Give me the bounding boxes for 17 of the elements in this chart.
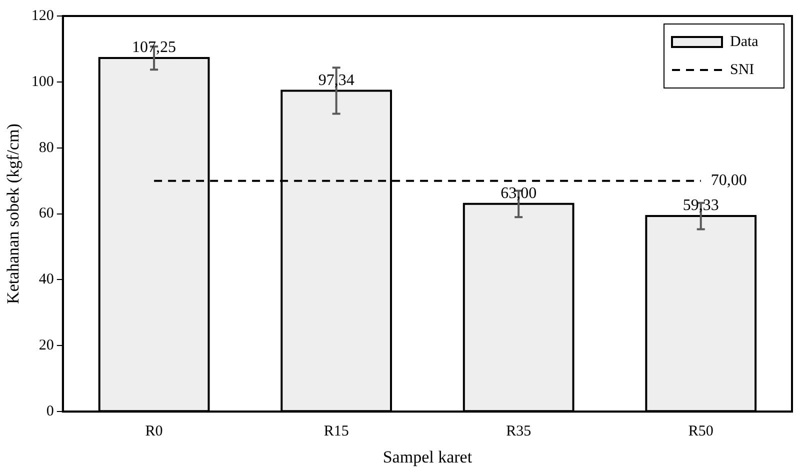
y-tick-label: 60 bbox=[38, 206, 54, 222]
y-tick-label: 80 bbox=[38, 140, 54, 156]
x-axis-title: Sampel karet bbox=[382, 447, 472, 466]
legend-label: Data bbox=[730, 34, 759, 50]
x-tick-label: R15 bbox=[324, 424, 349, 440]
y-tick-label: 0 bbox=[46, 404, 54, 420]
x-tick-label: R0 bbox=[145, 424, 163, 440]
y-tick-label: 40 bbox=[38, 272, 54, 288]
y-tick-label: 100 bbox=[31, 74, 54, 90]
y-tick-label: 120 bbox=[31, 8, 54, 24]
y-tick-label: 20 bbox=[38, 338, 54, 354]
x-tick-label: R50 bbox=[688, 424, 714, 440]
x-tick-label: R35 bbox=[506, 424, 532, 440]
data-label: 107,25 bbox=[132, 39, 176, 56]
legend-label: SNI bbox=[730, 62, 754, 78]
data-label: 70,00 bbox=[710, 172, 747, 190]
y-axis-title: Ketahanan sobek (kgf/cm) bbox=[4, 124, 23, 304]
